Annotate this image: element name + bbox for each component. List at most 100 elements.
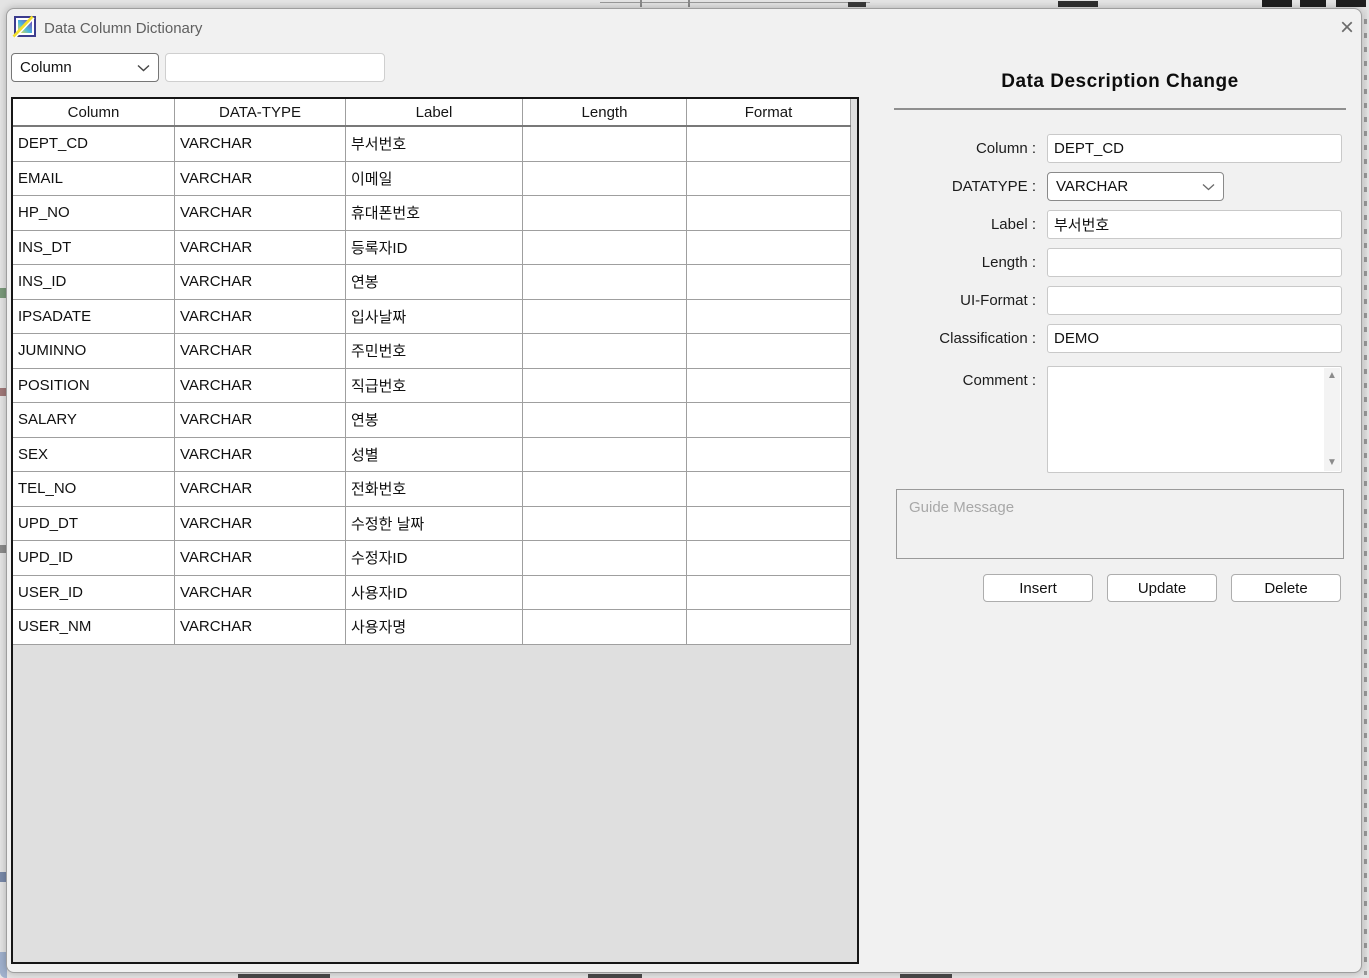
table-cell[interactable]: VARCHAR	[175, 610, 346, 644]
table-cell[interactable]: VARCHAR	[175, 437, 346, 471]
table-row[interactable]: EMAIL VARCHAR 이메일	[13, 161, 851, 196]
table-row[interactable]: UPD_ID VARCHAR 수정자ID	[13, 541, 851, 576]
table-cell[interactable]	[523, 541, 687, 575]
table-cell[interactable]: VARCHAR	[175, 506, 346, 540]
scroll-up-icon[interactable]: ▲	[1327, 370, 1337, 381]
table-cell[interactable]: 수정자ID	[346, 541, 523, 575]
table-row[interactable]: USER_ID VARCHAR 사용자ID	[13, 575, 851, 610]
table-cell[interactable]: INS_DT	[13, 230, 175, 264]
length-field[interactable]	[1047, 248, 1342, 277]
table-cell[interactable]	[523, 610, 687, 644]
table-row[interactable]: HP_NO VARCHAR 휴대폰번호	[13, 196, 851, 231]
update-button[interactable]: Update	[1107, 574, 1217, 602]
table-cell[interactable]	[687, 265, 851, 299]
table-cell[interactable]	[687, 437, 851, 471]
table-cell[interactable]: 사용자ID	[346, 575, 523, 609]
table-cell[interactable]	[687, 230, 851, 264]
table-cell[interactable]	[523, 127, 687, 161]
table-cell[interactable]	[687, 334, 851, 368]
table-cell[interactable]: VARCHAR	[175, 127, 346, 161]
table-cell[interactable]	[523, 472, 687, 506]
table-cell[interactable]	[687, 196, 851, 230]
table-cell[interactable]: 사용자명	[346, 610, 523, 644]
table-cell[interactable]: 직급번호	[346, 368, 523, 402]
table-cell[interactable]	[687, 403, 851, 437]
table-row[interactable]: IPSADATE VARCHAR 입사날짜	[13, 299, 851, 334]
table-cell[interactable]	[523, 299, 687, 333]
table-cell[interactable]: 이메일	[346, 161, 523, 195]
table-cell[interactable]: 연봉	[346, 265, 523, 299]
table-cell[interactable]: VARCHAR	[175, 265, 346, 299]
table-cell[interactable]: 등록자ID	[346, 230, 523, 264]
table-cell[interactable]: INS_ID	[13, 265, 175, 299]
table-cell[interactable]	[523, 230, 687, 264]
table-cell[interactable]	[687, 541, 851, 575]
table-cell[interactable]: 수정한 날짜	[346, 506, 523, 540]
table-cell[interactable]: UPD_DT	[13, 506, 175, 540]
table-cell[interactable]: VARCHAR	[175, 230, 346, 264]
table-cell[interactable]: VARCHAR	[175, 368, 346, 402]
close-icon[interactable]: ×	[1339, 14, 1354, 41]
table-cell[interactable]: VARCHAR	[175, 403, 346, 437]
table-cell[interactable]: POSITION	[13, 368, 175, 402]
datatype-dropdown[interactable]: VARCHAR	[1047, 172, 1224, 201]
table-cell[interactable]: VARCHAR	[175, 299, 346, 333]
table-row[interactable]: DEPT_CD VARCHAR 부서번호	[13, 127, 851, 162]
table-row[interactable]: SEX VARCHAR 성별	[13, 437, 851, 472]
table-cell[interactable]: 연봉	[346, 403, 523, 437]
table-cell[interactable]	[523, 403, 687, 437]
table-cell[interactable]: EMAIL	[13, 161, 175, 195]
table-cell[interactable]: VARCHAR	[175, 196, 346, 230]
table-cell[interactable]	[687, 472, 851, 506]
table-cell[interactable]: DEPT_CD	[13, 127, 175, 161]
table-cell[interactable]: HP_NO	[13, 196, 175, 230]
table-cell[interactable]: VARCHAR	[175, 575, 346, 609]
table-cell[interactable]: USER_ID	[13, 575, 175, 609]
table-cell[interactable]: 부서번호	[346, 127, 523, 161]
table-cell[interactable]: IPSADATE	[13, 299, 175, 333]
table-row[interactable]: TEL_NO VARCHAR 전화번호	[13, 472, 851, 507]
table-cell[interactable]: SEX	[13, 437, 175, 471]
search-field-dropdown[interactable]: Column	[11, 53, 159, 82]
table-cell[interactable]	[687, 368, 851, 402]
table-cell[interactable]: 주민번호	[346, 334, 523, 368]
table-row[interactable]: INS_DT VARCHAR 등록자ID	[13, 230, 851, 265]
table-cell[interactable]: 입사날짜	[346, 299, 523, 333]
table-row[interactable]: INS_ID VARCHAR 연봉	[13, 265, 851, 300]
table-cell[interactable]: USER_NM	[13, 610, 175, 644]
table-cell[interactable]	[523, 506, 687, 540]
table-cell[interactable]	[687, 161, 851, 195]
table-cell[interactable]: VARCHAR	[175, 161, 346, 195]
table-cell[interactable]: UPD_ID	[13, 541, 175, 575]
table-cell[interactable]	[523, 575, 687, 609]
table-cell[interactable]: TEL_NO	[13, 472, 175, 506]
insert-button[interactable]: Insert	[983, 574, 1093, 602]
table-cell[interactable]: VARCHAR	[175, 541, 346, 575]
table-cell[interactable]: SALARY	[13, 403, 175, 437]
scroll-down-icon[interactable]: ▼	[1327, 457, 1337, 468]
table-cell[interactable]: VARCHAR	[175, 334, 346, 368]
table-cell[interactable]	[687, 127, 851, 161]
delete-button[interactable]: Delete	[1231, 574, 1341, 602]
ui-format-field[interactable]	[1047, 286, 1342, 315]
table-cell[interactable]	[687, 299, 851, 333]
table-cell[interactable]: VARCHAR	[175, 472, 346, 506]
table-cell[interactable]: JUMINNO	[13, 334, 175, 368]
comment-field[interactable]	[1048, 367, 1325, 472]
table-row[interactable]: USER_NM VARCHAR 사용자명	[13, 610, 851, 645]
table-cell[interactable]	[523, 265, 687, 299]
table-row[interactable]: JUMINNO VARCHAR 주민번호	[13, 334, 851, 369]
table-row[interactable]: UPD_DT VARCHAR 수정한 날짜	[13, 506, 851, 541]
table-cell[interactable]: 휴대폰번호	[346, 196, 523, 230]
table-cell[interactable]	[687, 610, 851, 644]
table-row[interactable]: POSITION VARCHAR 직급번호	[13, 368, 851, 403]
search-input[interactable]	[165, 53, 385, 82]
table-cell[interactable]	[523, 368, 687, 402]
table-cell[interactable]: 전화번호	[346, 472, 523, 506]
table-cell[interactable]: 성별	[346, 437, 523, 471]
column-field[interactable]	[1047, 134, 1342, 163]
label-field[interactable]	[1047, 210, 1342, 239]
table-cell[interactable]	[687, 506, 851, 540]
table-cell[interactable]	[523, 161, 687, 195]
classification-field[interactable]	[1047, 324, 1342, 353]
